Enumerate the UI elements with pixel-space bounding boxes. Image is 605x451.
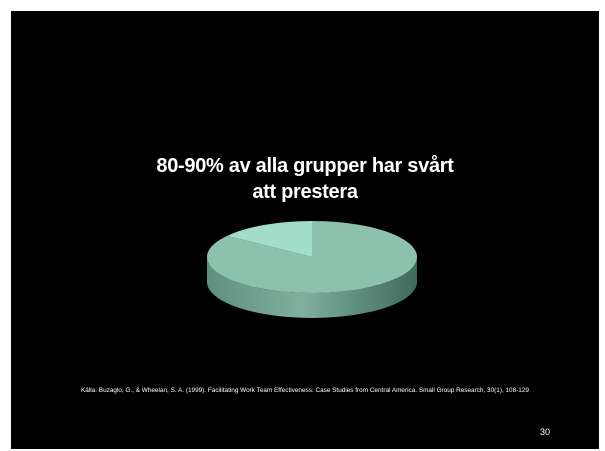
pie-slice-2 <box>227 221 312 257</box>
slide: 80-90% av alla grupper har svårt att pre… <box>11 11 599 449</box>
pie-slice-1 <box>206 221 418 294</box>
chart-title-line-2: att prestera <box>252 181 358 203</box>
page-number: 30 <box>540 427 551 437</box>
chart-title-line-1: 80-90% av alla grupper har svårt <box>156 155 454 177</box>
chart-title: 80-90% av alla grupper har svårt att pre… <box>11 153 599 205</box>
source-citation: Källa: Buzaglo, G., & Wheelan, S. A. (19… <box>81 387 529 394</box>
pie-chart <box>206 221 418 318</box>
pie-side-wall <box>207 257 417 318</box>
